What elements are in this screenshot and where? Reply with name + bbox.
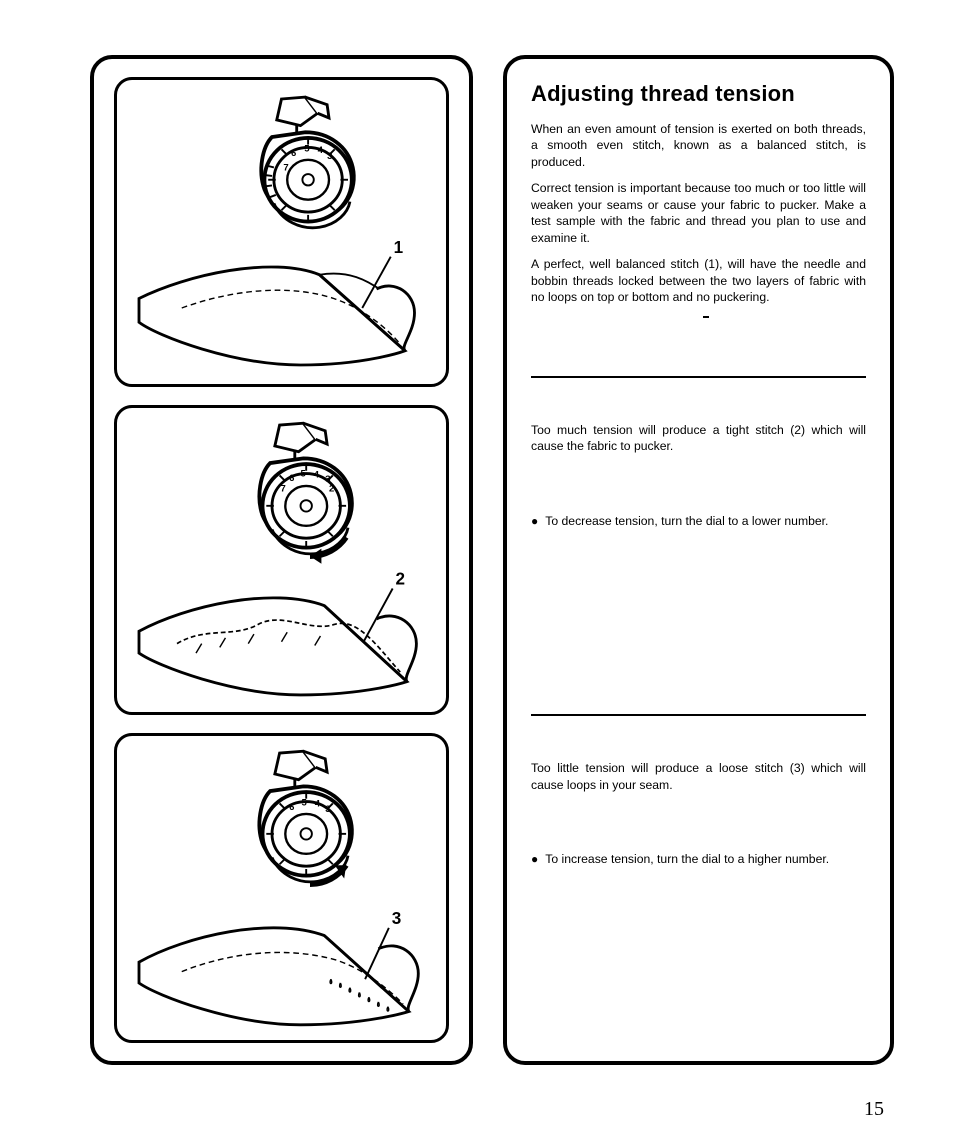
svg-text:6: 6 bbox=[291, 148, 296, 159]
svg-text:5: 5 bbox=[301, 797, 307, 808]
bullet-icon: ● bbox=[531, 513, 538, 529]
svg-text:5: 5 bbox=[304, 143, 310, 154]
too-little-paragraph: Too little tension will produce a loose … bbox=[531, 760, 866, 793]
bullet-icon: ● bbox=[531, 851, 538, 867]
page-number: 15 bbox=[864, 1098, 884, 1121]
decrease-text: To decrease tension, turn the dial to a … bbox=[545, 513, 828, 529]
figure-1: 3 4 5 6 7 bbox=[114, 77, 449, 387]
figure-column: 3 4 5 6 7 bbox=[90, 55, 473, 1065]
increase-bullet: ● To increase tension, turn the dial to … bbox=[531, 851, 866, 867]
figure-3-label: 3 bbox=[392, 909, 402, 928]
svg-text:2: 2 bbox=[329, 484, 334, 495]
decrease-bullet: ● To decrease tension, turn the dial to … bbox=[531, 513, 866, 529]
svg-text:3: 3 bbox=[325, 804, 330, 815]
figure-2: 2 3 4 5 6 7 2 bbox=[114, 405, 449, 715]
intro-paragraph-2: Correct tension is important because too… bbox=[531, 180, 866, 246]
svg-text:3: 3 bbox=[327, 151, 332, 162]
figure-1-label: 1 bbox=[394, 238, 404, 257]
svg-text:6: 6 bbox=[289, 802, 294, 813]
figure-2-label: 2 bbox=[396, 570, 406, 589]
page-title: Adjusting thread tension bbox=[531, 81, 866, 107]
svg-text:4: 4 bbox=[315, 798, 321, 809]
intro-paragraph-3: A perfect, well balanced stitch (1), wil… bbox=[531, 256, 866, 305]
text-column: Adjusting thread tension When an even am… bbox=[503, 55, 894, 1065]
increase-text: To increase tension, turn the dial to a … bbox=[545, 851, 829, 867]
intro-paragraph-1: When an even amount of tension is exerte… bbox=[531, 121, 866, 170]
svg-text:5: 5 bbox=[301, 468, 307, 479]
svg-text:4: 4 bbox=[314, 469, 320, 480]
svg-text:4: 4 bbox=[318, 145, 324, 156]
too-much-paragraph: Too much tension will produce a tight st… bbox=[531, 422, 866, 455]
figure-3: 3 4 5 6 3 bbox=[114, 733, 449, 1043]
svg-text:7: 7 bbox=[281, 484, 286, 495]
svg-text:7: 7 bbox=[283, 162, 288, 173]
svg-text:6: 6 bbox=[289, 473, 294, 484]
svg-text:3: 3 bbox=[325, 474, 330, 485]
